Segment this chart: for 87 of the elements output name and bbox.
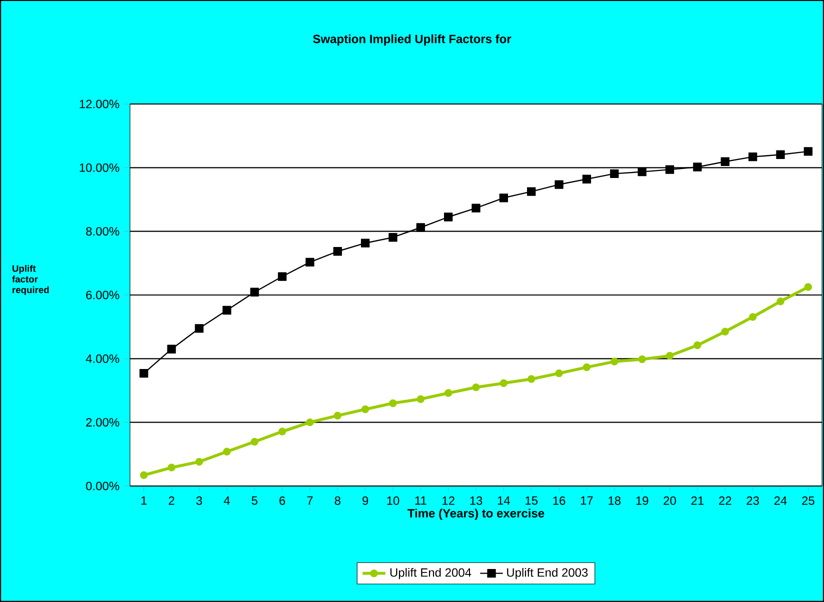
point [665,165,674,174]
legend-label: Uplift End 2004 [390,568,472,580]
point [472,383,480,392]
point [776,150,785,159]
x-tick-label: 25 [802,496,814,505]
point [776,297,784,306]
point [194,324,204,333]
x-tick-label: 5 [252,496,258,505]
y-tick-label: 10.00% [80,163,120,172]
point [444,212,453,222]
x-tick-label: 1 [141,496,147,505]
point [416,223,425,232]
x-tick-label: 13 [470,496,482,505]
point [306,418,314,426]
y-tick-label: 12.00% [80,100,120,108]
point [499,194,508,202]
x-tick-label: 8 [334,496,340,505]
x-tick-label: 24 [774,496,787,505]
point [748,152,758,162]
y-tick-label: 8.00% [86,227,120,236]
x-tick-label: 10 [387,496,400,505]
point [804,283,812,291]
x-tick-label: 15 [526,496,538,505]
x-tick-label: 14 [498,496,510,505]
point [638,355,646,364]
point [250,288,259,296]
x-tick-label: 16 [553,496,566,505]
x-tick-label: 7 [307,496,313,505]
point [582,363,591,372]
point [500,379,508,388]
x-tick-label: 3 [196,496,202,505]
y-tick-label: 4.00% [86,354,120,363]
point [278,428,286,436]
point [278,272,287,281]
point [222,306,232,315]
point [472,204,480,212]
x-axis-title: Time (Years) to exercise [408,508,544,520]
point [140,368,148,378]
point [140,471,148,480]
x-tick-label: 9 [362,496,368,505]
point [444,389,452,397]
point [527,187,536,196]
point [167,344,176,354]
y-tick-label: 6.00% [86,290,120,300]
x-tick-label: 23 [746,496,759,505]
y-axis-title: Uplift factor required [12,264,49,296]
x-tick-label: 20 [664,496,676,505]
point [360,238,370,248]
chart-title: Swaption Implied Uplift Factors for [313,34,512,46]
point [223,448,231,456]
point [168,464,176,472]
point [250,438,258,446]
point [527,375,536,383]
point [638,167,646,176]
x-tick-label: 17 [580,496,593,505]
x-tick-label: 22 [719,496,732,505]
point [721,328,729,336]
point [554,180,564,189]
point [555,369,563,378]
point [333,247,342,256]
x-tick-label: 4 [224,496,230,505]
point [666,352,674,360]
x-tick-label: 19 [636,496,648,505]
x-tick-label: 11 [415,496,426,505]
point [195,458,204,466]
y-tick-label: 2.00% [86,418,120,427]
point [388,233,398,242]
point [694,341,702,350]
point [582,174,592,184]
point [306,258,314,267]
point [693,162,702,172]
point [748,313,757,321]
legend-label: Uplift End 2003 [507,568,588,580]
point [720,157,730,166]
point [389,399,397,408]
x-tick-label: 6 [280,496,286,505]
y-tick-label: 0.00% [86,482,120,490]
point [334,412,342,420]
point [804,147,812,156]
x-tick-label: 2 [168,496,174,505]
x-tick-label: 21 [691,496,704,505]
point [416,395,425,403]
point [610,169,619,178]
point [361,405,370,414]
point [610,358,618,366]
x-tick-label: 12 [442,496,454,505]
x-tick-label: 18 [608,496,621,505]
